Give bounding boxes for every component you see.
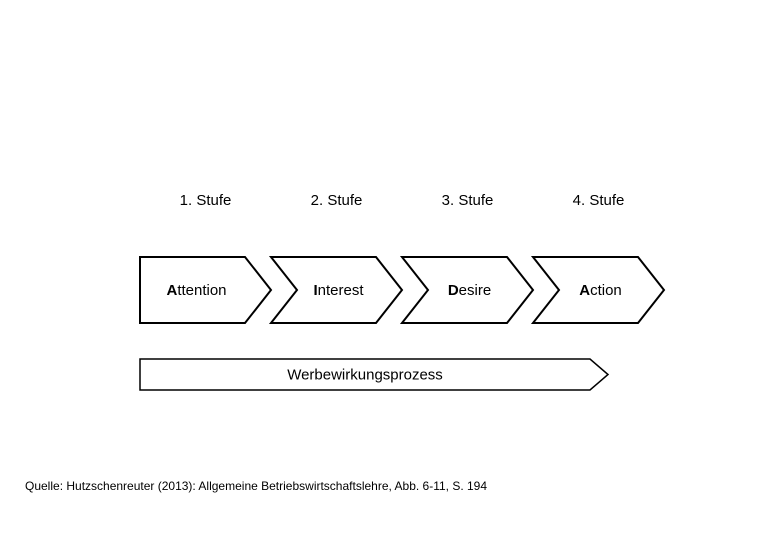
stage-arrow-label-4: Action bbox=[579, 282, 622, 299]
stage-label-2: 2. Stufe bbox=[311, 192, 363, 209]
stage-label-1: 1. Stufe bbox=[180, 192, 232, 209]
stage-arrow-label-3: Desire bbox=[448, 282, 491, 299]
process-bar-label: Werbewirkungsprozess bbox=[287, 366, 443, 383]
stage-arrow-label-1: Attention bbox=[166, 282, 226, 299]
stage-arrow-label-2: Interest bbox=[313, 282, 364, 299]
aida-diagram: 1. Stufe Attention 2. Stufe Interest 3. Stuf… bbox=[0, 0, 780, 540]
source-citation: Quelle: Hutzschenreuter (2013): Allgemei… bbox=[25, 479, 487, 493]
stage-label-3: 3. Stufe bbox=[442, 192, 494, 209]
stage-label-4: 4. Stufe bbox=[573, 192, 625, 209]
